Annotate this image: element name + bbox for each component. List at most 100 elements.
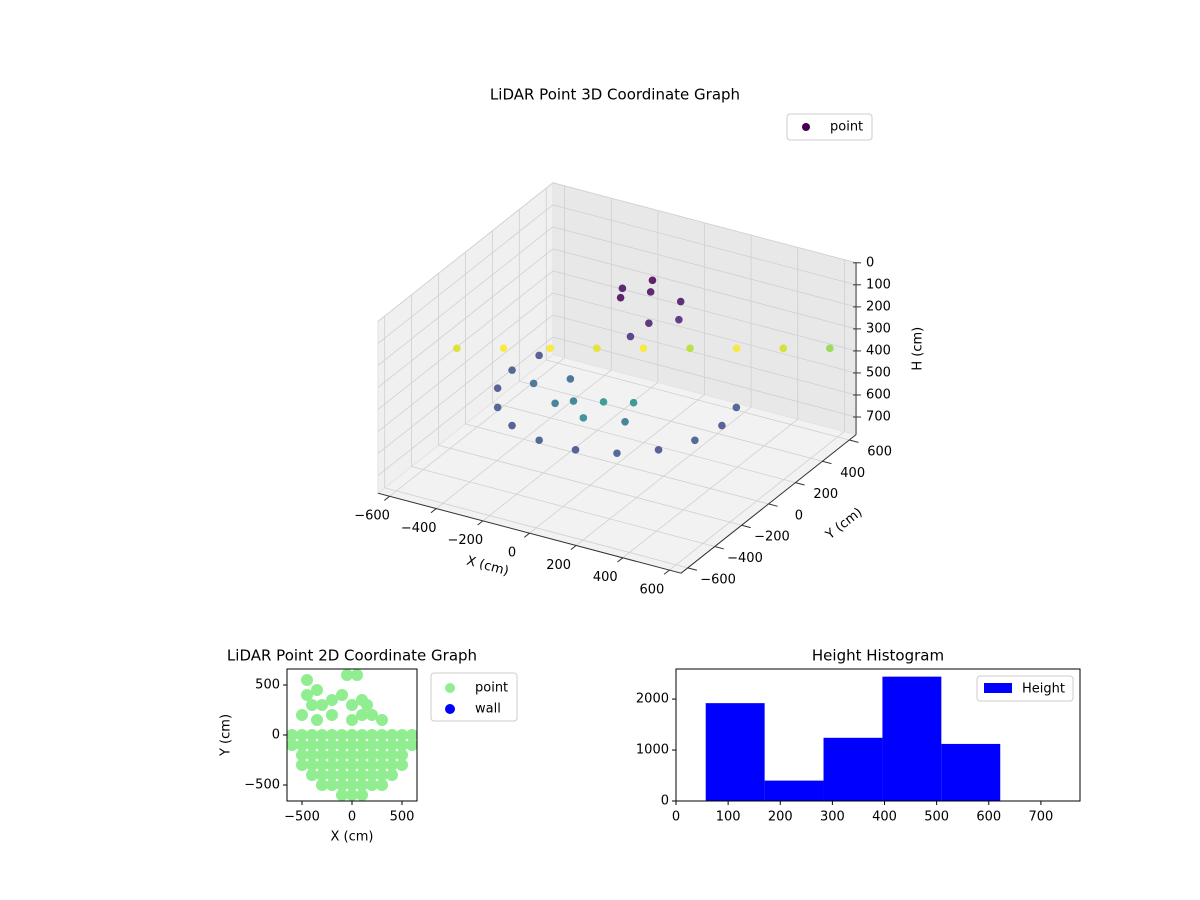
point xyxy=(346,714,358,726)
point xyxy=(676,297,685,306)
grid-line xyxy=(492,402,796,483)
z-axis-label: H (cm) xyxy=(911,327,926,371)
point xyxy=(396,739,408,751)
point xyxy=(316,779,328,791)
point xyxy=(316,739,328,751)
point xyxy=(718,421,726,430)
x-tick xyxy=(430,508,437,514)
y-tick-label: −400 xyxy=(727,551,763,566)
y-tick xyxy=(687,567,698,571)
bar xyxy=(823,737,883,801)
point xyxy=(301,674,313,686)
point xyxy=(356,759,368,771)
point xyxy=(326,759,338,771)
y-tick-label: 0 xyxy=(661,794,669,809)
grid-line xyxy=(377,314,554,454)
point xyxy=(629,398,638,407)
grid-line xyxy=(377,270,554,410)
point xyxy=(621,417,629,426)
point xyxy=(356,789,368,801)
grid-line xyxy=(377,248,554,388)
grid-line xyxy=(377,336,554,476)
point xyxy=(648,276,657,285)
point xyxy=(356,729,368,741)
point xyxy=(311,684,323,696)
point xyxy=(613,449,621,458)
x-axis-label: X (cm) xyxy=(331,830,374,845)
grid-line xyxy=(377,226,554,366)
point xyxy=(376,714,388,726)
point xyxy=(675,315,683,324)
point xyxy=(346,729,358,741)
point xyxy=(618,284,627,293)
x-tick-label: −200 xyxy=(448,533,484,548)
bar xyxy=(764,780,824,801)
point xyxy=(406,739,417,751)
point xyxy=(306,749,318,761)
point xyxy=(346,749,358,761)
y-tick xyxy=(849,439,859,443)
point xyxy=(296,749,308,761)
bar xyxy=(941,743,1001,801)
point xyxy=(366,709,378,721)
y-axis-label: Y (cm) xyxy=(219,714,234,757)
y-tick xyxy=(714,546,724,550)
point xyxy=(386,769,398,781)
x-tick xyxy=(384,495,390,501)
point xyxy=(336,689,348,701)
chart-title: LiDAR Point 3D Coordinate Graph xyxy=(490,86,740,104)
point xyxy=(296,709,308,721)
point xyxy=(366,729,378,741)
point xyxy=(535,436,543,445)
x-tick-label: 0 xyxy=(672,810,680,825)
point xyxy=(301,689,313,701)
point xyxy=(376,729,388,741)
point xyxy=(376,759,388,771)
grid-line xyxy=(552,314,857,396)
y-tick-label: 0 xyxy=(272,728,280,743)
point xyxy=(326,779,338,791)
point xyxy=(306,759,318,771)
point xyxy=(571,446,580,454)
bar xyxy=(705,703,765,801)
x-tick-label: −600 xyxy=(354,509,390,524)
point xyxy=(326,769,338,781)
point xyxy=(386,739,398,751)
chart-title: Height Histogram xyxy=(812,647,944,665)
point xyxy=(396,729,408,741)
point xyxy=(346,739,358,751)
point xyxy=(311,714,323,726)
point xyxy=(336,779,348,791)
point xyxy=(341,669,353,681)
point xyxy=(686,344,694,353)
point xyxy=(306,699,318,711)
point xyxy=(356,769,368,781)
point xyxy=(508,421,516,430)
x-tick xyxy=(523,532,530,538)
x-tick-label: 300 xyxy=(820,810,845,825)
point xyxy=(406,729,417,741)
chart-title: LiDAR Point 2D Coordinate Graph xyxy=(227,647,477,665)
x-tick-label: 200 xyxy=(768,810,793,825)
point xyxy=(569,397,578,405)
point xyxy=(691,436,699,445)
grid-line xyxy=(546,359,850,441)
point xyxy=(376,779,388,791)
y-tick xyxy=(741,524,751,529)
point xyxy=(306,769,318,781)
point xyxy=(346,789,358,801)
point xyxy=(493,403,502,412)
grid-line xyxy=(552,226,857,308)
point xyxy=(593,344,601,353)
point xyxy=(306,729,318,741)
z-tick-label: 500 xyxy=(866,365,891,380)
legend-marker xyxy=(445,704,455,714)
legend-label: wall xyxy=(475,702,501,717)
point xyxy=(566,375,575,383)
y-tick xyxy=(768,503,778,507)
x-tick-label: 500 xyxy=(924,810,949,825)
grid-line xyxy=(552,248,857,330)
x-tick-label: −400 xyxy=(401,521,437,536)
x-tick xyxy=(663,569,670,575)
point xyxy=(346,699,358,711)
